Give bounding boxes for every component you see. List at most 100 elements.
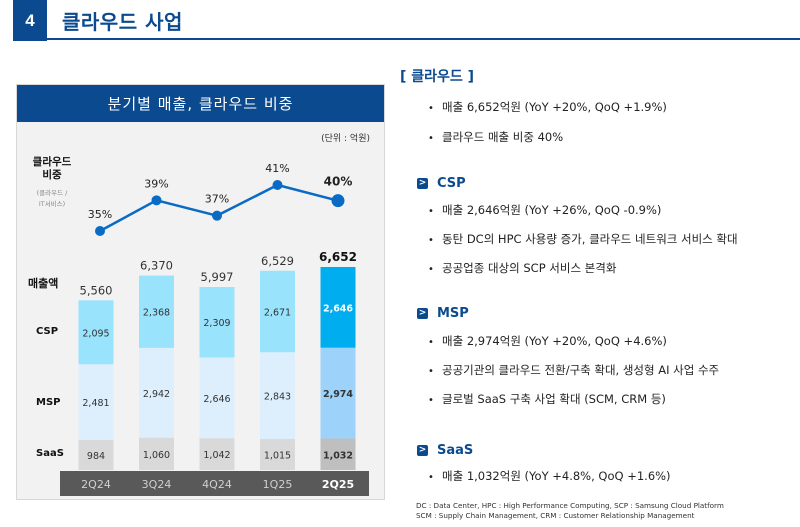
bullet-dot: • xyxy=(428,366,434,377)
saas-section-title: > SaaS xyxy=(417,443,473,458)
chevron-right-icon: > xyxy=(417,178,428,189)
msp-section-title: > MSP xyxy=(417,306,469,321)
footnote: DC : Data Center, HPC : High Performance… xyxy=(416,501,724,521)
bar-value-label-msp: 2,942 xyxy=(143,389,170,400)
category-axis-bar xyxy=(60,471,369,496)
unit-label: (단위 : 억원) xyxy=(321,134,370,144)
ratio-sub-line2: IT서비스) xyxy=(38,200,66,208)
bar-value-label-saas: 984 xyxy=(87,451,105,462)
segment-label-saas: SaaS xyxy=(36,448,64,459)
bullet-dot: • xyxy=(428,264,434,275)
bullet-text: 공공업종 대상의 SCP 서비스 본격화 xyxy=(442,261,617,275)
bar-segment-msp xyxy=(199,357,235,439)
cloud-bullet: • 매출 6,652억원 (YoY +20%, QoQ +1.9%) xyxy=(428,99,667,115)
bar-segment-saas xyxy=(199,438,235,470)
header-divider xyxy=(47,38,800,40)
ratio-value-label: 35% xyxy=(88,208,112,221)
category-tick-label: 1Q25 xyxy=(263,478,293,491)
bullet-dot: • xyxy=(428,235,434,246)
bar-segment-saas xyxy=(139,437,174,470)
ratio-point xyxy=(95,226,105,236)
ratio-label-line2: 비중 xyxy=(42,169,62,181)
summary-panel: [ 클라우드 ] • 매출 6,652억원 (YoY +20%, QoQ +1.9… xyxy=(400,0,800,527)
bar-value-label-msp: 2,481 xyxy=(82,398,109,409)
category-tick-label: 2Q25 xyxy=(322,478,354,491)
bar-total-label: 6,370 xyxy=(140,259,173,273)
bar-segment-msp xyxy=(320,347,356,439)
bar-value-label-msp: 2,974 xyxy=(323,389,353,400)
ratio-point xyxy=(331,194,345,208)
category-tick-label: 4Q24 xyxy=(202,478,232,491)
bar-segment-csp xyxy=(139,275,174,348)
bar-segment-csp xyxy=(320,267,356,348)
chevron-right-icon: > xyxy=(417,308,428,319)
bar-segment-saas xyxy=(78,439,114,470)
bar-value-label-csp: 2,309 xyxy=(203,318,230,329)
cloud-bullet: • 클라우드 매출 비중 40% xyxy=(428,129,563,145)
category-tick-label: 3Q24 xyxy=(142,478,172,491)
bar-value-label-saas: 1,042 xyxy=(203,450,230,461)
bar-value-label-csp: 2,671 xyxy=(264,308,291,319)
bullet-text: 매출 6,652억원 (YoY +20%, QoQ +1.9%) xyxy=(442,100,667,114)
saas-bullet: • 매출 1,032억원 (YoY +4.8%, QoQ +1.6%) xyxy=(428,468,671,484)
ratio-axis-sublabel: (클라우드 / IT서비스) xyxy=(26,188,78,210)
csp-bullet: • 매출 2,646억원 (YoY +26%, QoQ -0.9%) xyxy=(428,202,661,218)
bullet-text: 글로벌 SaaS 구축 사업 확대 (SCM, CRM 등) xyxy=(442,392,666,406)
bar-segment-msp xyxy=(260,352,295,440)
bar-segment-msp xyxy=(78,364,114,440)
ratio-value-label: 41% xyxy=(265,162,289,175)
bullet-dot: • xyxy=(428,337,434,348)
bullet-dot: • xyxy=(428,206,434,217)
msp-bullet: • 매출 2,974억원 (YoY +20%, QoQ +4.6%) xyxy=(428,333,667,349)
bullet-dot: • xyxy=(428,472,434,483)
bar-value-label-csp: 2,646 xyxy=(323,303,353,314)
bullet-text: 동탄 DC의 HPC 사용량 증가, 클라우드 네트워크 서비스 확대 xyxy=(442,232,738,246)
chart-area: 984 1,060 1,042 1,015 1,032 2,481 2,942 2,646 2,… xyxy=(60,162,369,496)
bar-segment-saas xyxy=(320,438,356,470)
csp-bullet: • 동탄 DC의 HPC 사용량 증가, 클라우드 네트워크 서비스 확대 xyxy=(428,231,738,247)
section-number-badge: 4 xyxy=(13,0,47,41)
bar-segment-csp xyxy=(199,286,235,358)
ratio-point xyxy=(151,195,162,206)
cloud-section-title: [ 클라우드 ] xyxy=(400,69,475,85)
bar-value-label-csp: 2,368 xyxy=(143,308,170,319)
ratio-axis-label: 클라우드 비중 xyxy=(26,156,78,182)
segment-label-msp: MSP xyxy=(36,397,61,408)
bullet-dot: • xyxy=(428,395,434,406)
msp-bullet: • 공공기관의 클라우드 전환/구축 확대, 생성형 AI 사업 수주 xyxy=(428,362,719,378)
msp-bullet: • 글로벌 SaaS 구축 사업 확대 (SCM, CRM 등) xyxy=(428,391,666,407)
bullet-text: 매출 2,974억원 (YoY +20%, QoQ +4.6%) xyxy=(442,334,667,348)
bullet-text: 매출 2,646억원 (YoY +26%, QoQ -0.9%) xyxy=(442,203,662,217)
bar-value-label-csp: 2,095 xyxy=(82,328,109,339)
bullet-text: 클라우드 매출 비중 40% xyxy=(442,130,564,144)
bar-segment-csp xyxy=(78,300,114,365)
section-title-text: CSP xyxy=(437,176,466,191)
section-title-text: SaaS xyxy=(437,443,474,458)
bar-value-label-msp: 2,646 xyxy=(203,394,230,405)
bar-total-label: 5,997 xyxy=(201,270,234,284)
bar-total-label: 6,529 xyxy=(261,254,294,268)
bullet-dot: • xyxy=(428,133,434,144)
ratio-value-label: 40% xyxy=(324,175,353,189)
bar-value-label-saas: 1,015 xyxy=(264,451,291,462)
footnote-line1: DC : Data Center, HPC : High Performance… xyxy=(416,501,724,510)
category-tick-label: 2Q24 xyxy=(81,478,111,491)
chevron-right-icon: > xyxy=(417,445,428,456)
revenue-axis-label: 매출액 xyxy=(28,277,59,290)
bar-total-label: 6,652 xyxy=(319,250,357,264)
bullet-text: 매출 1,032억원 (YoY +4.8%, QoQ +1.6%) xyxy=(442,469,671,483)
ratio-point xyxy=(212,210,222,221)
ratio-label-line1: 클라우드 xyxy=(32,156,72,168)
csp-bullet: • 공공업종 대상의 SCP 서비스 본격화 xyxy=(428,260,616,276)
page-title: 클라우드 사업 xyxy=(62,10,183,34)
ratio-point xyxy=(272,180,283,190)
segment-label-csp: CSP xyxy=(36,326,59,337)
chart-panel-title: 분기별 매출, 클라우드 비중 xyxy=(17,85,384,122)
bar-segment-saas xyxy=(260,439,295,470)
bullet-text: 공공기관의 클라우드 전환/구축 확대, 생성형 AI 사업 수주 xyxy=(442,363,720,377)
ratio-value-label: 39% xyxy=(144,177,168,190)
csp-section-title: > CSP xyxy=(417,176,466,191)
bar-value-label-saas: 1,032 xyxy=(323,450,353,461)
bar-value-label-saas: 1,060 xyxy=(143,450,170,461)
ratio-sub-line1: (클라우드 / xyxy=(36,189,68,197)
